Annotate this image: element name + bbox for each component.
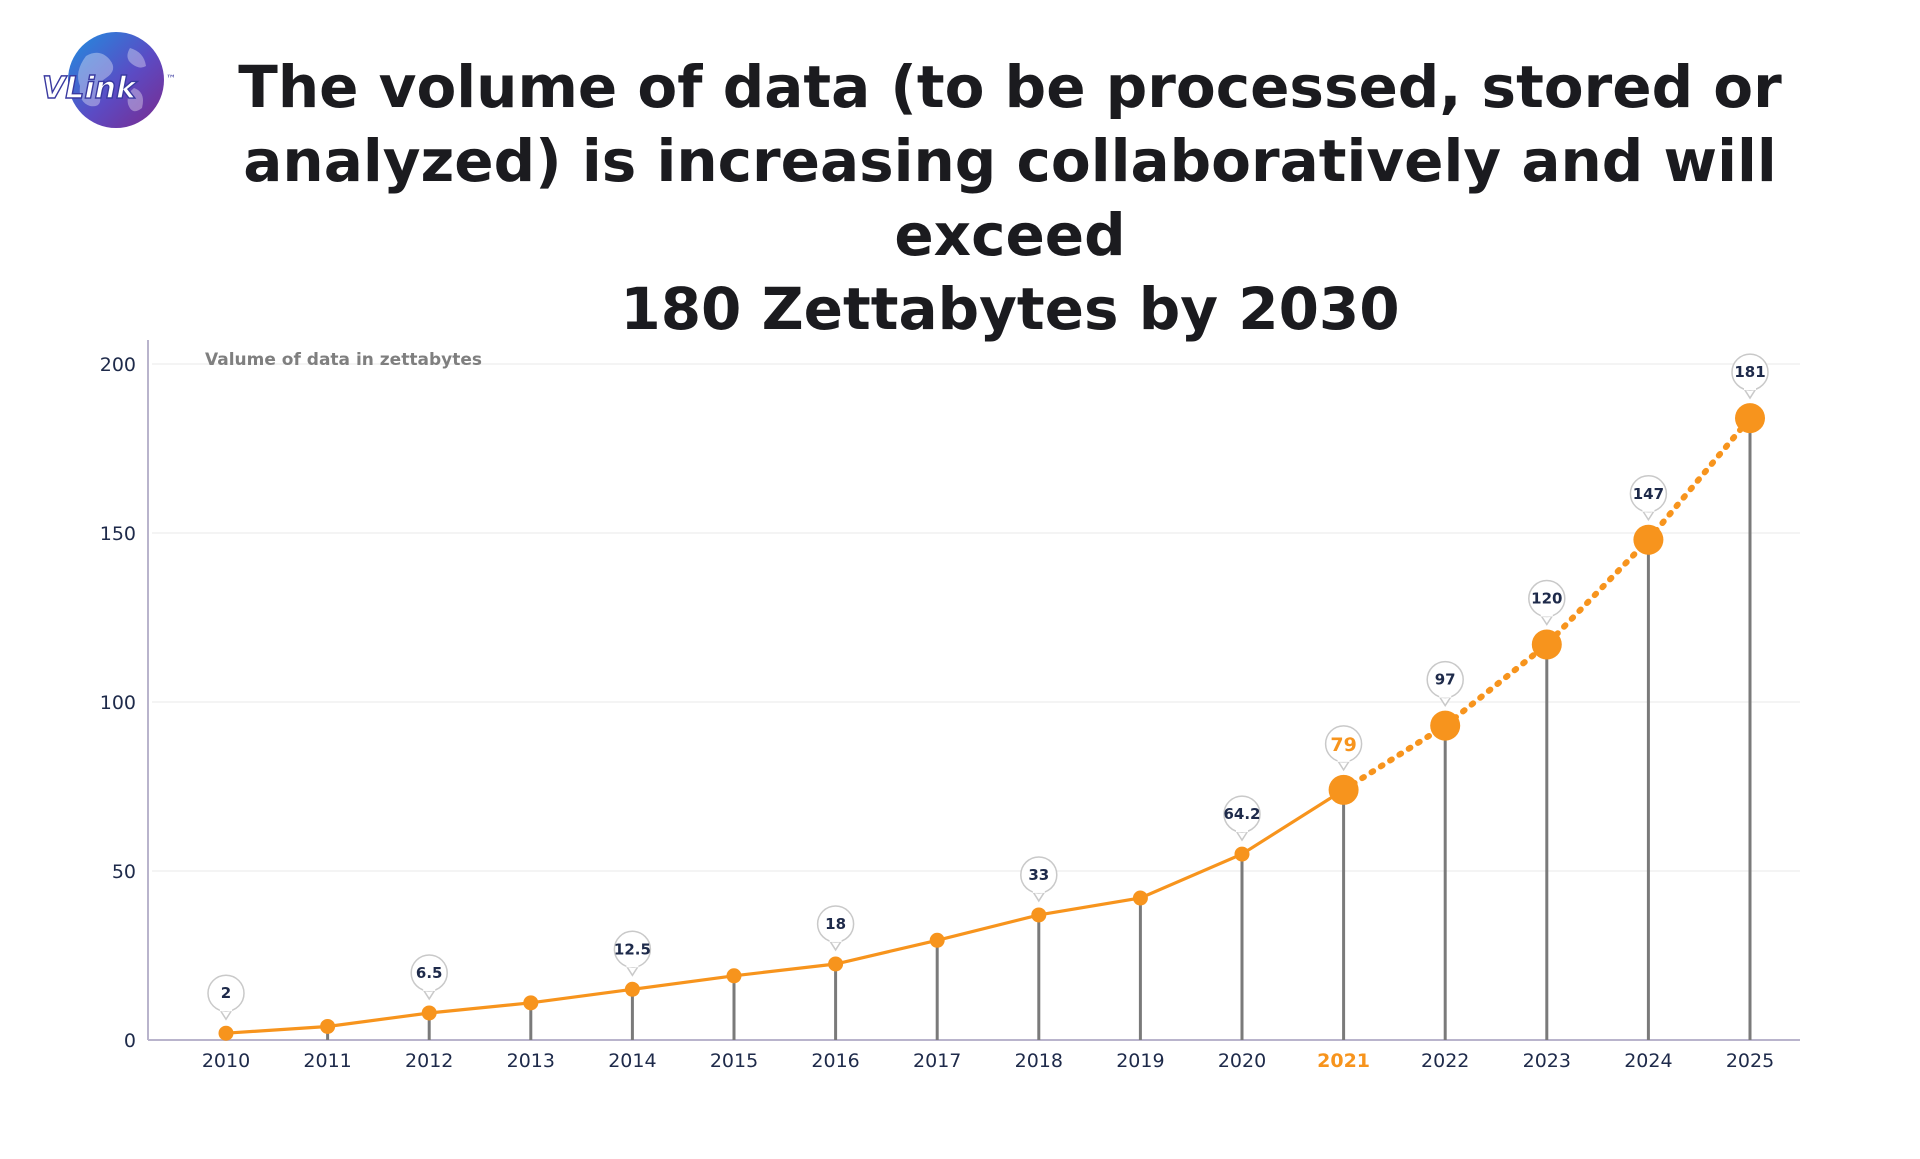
value-callout-2021: 79	[1324, 725, 1363, 772]
callout-joint	[829, 937, 842, 942]
value-label-2025: 181	[1734, 363, 1765, 381]
value-callout-2018: 33	[1020, 856, 1058, 903]
x-tick-label-2014: 2014	[608, 1050, 656, 1072]
y-tick-label: 100	[100, 692, 136, 714]
value-callout-2020: 64.2	[1223, 795, 1261, 842]
title-line-1: The volume of data (to be processed, sto…	[238, 53, 1782, 121]
callout-joint	[220, 1007, 232, 1012]
value-callout-2016: 18	[816, 905, 855, 952]
x-tick-label-2022: 2022	[1421, 1050, 1469, 1072]
chart-annotation: Valume of data in zettabytes	[205, 350, 482, 370]
data-point-2011	[320, 1018, 336, 1034]
value-label-2021: 79	[1330, 734, 1356, 756]
callout-joint	[1236, 828, 1248, 833]
callout-joint	[626, 963, 639, 968]
data-point-2020	[1234, 846, 1250, 862]
value-callout-2014: 12.5	[613, 930, 652, 977]
data-point-2023	[1531, 629, 1562, 660]
x-tick-label-2019: 2019	[1116, 1050, 1164, 1072]
value-label-2016: 18	[825, 915, 846, 933]
callout-joint	[1642, 507, 1655, 512]
value-label-2024: 147	[1633, 485, 1664, 503]
value-label-2018: 33	[1028, 866, 1049, 884]
x-tick-label-2023: 2023	[1523, 1050, 1571, 1072]
callout-joint	[1540, 612, 1553, 617]
value-callout-2010: 2	[207, 974, 245, 1021]
x-tick-label-2021: 2021	[1317, 1050, 1370, 1072]
logo-trademark: ™	[166, 74, 176, 85]
value-label-2022: 97	[1435, 671, 1456, 689]
value-label-2012: 6.5	[416, 964, 443, 982]
value-label-2014: 12.5	[614, 940, 651, 958]
x-tick-label-2012: 2012	[405, 1050, 453, 1072]
value-label-2010: 2	[221, 984, 231, 1002]
data-point-2015	[726, 968, 742, 984]
data-point-2024	[1633, 524, 1664, 555]
page-title: The volume of data (to be processed, sto…	[150, 50, 1870, 346]
data-point-2016	[828, 956, 844, 972]
x-tick-label-2018: 2018	[1015, 1050, 1063, 1072]
value-label-2023: 120	[1531, 590, 1562, 608]
callout-joint	[1337, 757, 1350, 762]
data-point-2014	[624, 981, 640, 997]
data-point-2010	[218, 1025, 234, 1041]
title-line-2: analyzed) is increasing collaboratively …	[243, 127, 1777, 269]
data-point-2022	[1430, 710, 1461, 741]
value-callout-2022: 97	[1426, 660, 1464, 708]
callout-joint	[1032, 888, 1045, 893]
value-callout-2025: 181	[1731, 353, 1769, 400]
data-point-2018	[1031, 907, 1047, 923]
data-point-2012	[421, 1005, 437, 1021]
y-tick-label: 0	[124, 1030, 136, 1052]
x-tick-label-2015: 2015	[710, 1050, 758, 1072]
title-line-3: 180 Zettabytes by 2030	[620, 275, 1400, 343]
value-label-2020: 64.2	[1223, 805, 1260, 823]
x-tick-label-2010: 2010	[202, 1050, 250, 1072]
x-tick-label-2020: 2020	[1218, 1050, 1266, 1072]
logo-text: VLink	[42, 71, 138, 106]
vlink-logo: VLink ™	[41, 32, 176, 128]
x-tick-label-2011: 2011	[303, 1050, 351, 1072]
data-point-2021	[1328, 774, 1359, 805]
x-tick-label-2016: 2016	[811, 1050, 859, 1072]
data-point-2013	[523, 995, 539, 1011]
globe-icon	[68, 32, 164, 128]
value-callout-2023: 120	[1528, 579, 1566, 626]
x-tick-label-2017: 2017	[913, 1050, 961, 1072]
callout-joint	[1744, 386, 1756, 391]
x-tick-label-2013: 2013	[507, 1050, 555, 1072]
data-point-2019	[1132, 890, 1148, 906]
data-point-2017	[929, 932, 945, 948]
actual-series-line	[225, 788, 1345, 1035]
y-tick-label: 150	[100, 523, 136, 545]
data-point-2025	[1735, 403, 1765, 434]
x-tick-label-2024: 2024	[1624, 1050, 1672, 1072]
callout-joint	[1439, 693, 1452, 698]
x-tick-label-2025: 2025	[1726, 1050, 1774, 1072]
value-callout-2012: 6.5	[410, 954, 448, 1001]
callout-joint	[423, 986, 436, 991]
y-tick-label: 50	[112, 861, 136, 883]
value-callout-2024: 147	[1629, 475, 1668, 522]
y-tick-label: 200	[100, 354, 136, 376]
